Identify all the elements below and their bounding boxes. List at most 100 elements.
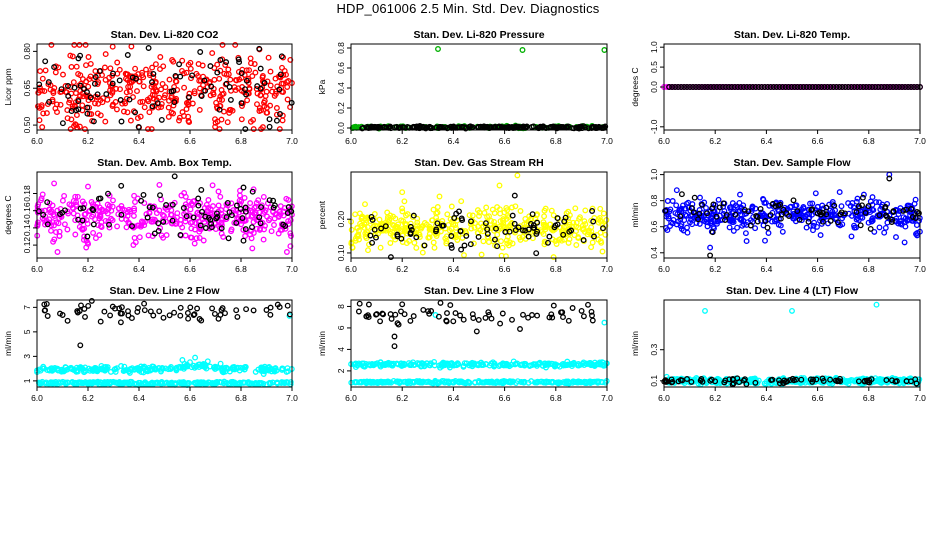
data-point bbox=[857, 84, 864, 90]
data-point bbox=[875, 84, 882, 90]
data-point bbox=[853, 198, 860, 205]
data-point bbox=[127, 88, 133, 95]
data-point bbox=[156, 308, 163, 315]
y-tick-label: 5 bbox=[22, 329, 32, 334]
data-point bbox=[85, 183, 91, 190]
data-point bbox=[600, 210, 607, 217]
data-point bbox=[411, 239, 418, 246]
panel-4-plot-frame bbox=[36, 171, 293, 259]
y-tick-label: 8 bbox=[336, 304, 346, 309]
data-point bbox=[168, 220, 175, 227]
data-point bbox=[223, 59, 230, 66]
data-point bbox=[108, 215, 115, 222]
data-point bbox=[699, 84, 705, 90]
data-point bbox=[39, 191, 46, 198]
panel-3-ylabel: degrees C bbox=[630, 67, 640, 106]
data-point bbox=[836, 189, 843, 196]
data-point bbox=[899, 84, 906, 90]
data-point bbox=[812, 84, 819, 90]
panel-7-series-lower-band bbox=[36, 378, 294, 389]
data-point bbox=[163, 202, 170, 208]
data-point bbox=[278, 53, 285, 60]
data-point bbox=[126, 96, 133, 103]
data-point bbox=[250, 307, 257, 314]
data-point bbox=[678, 191, 685, 198]
data-point bbox=[250, 126, 257, 133]
data-point bbox=[199, 208, 205, 215]
data-point bbox=[601, 47, 608, 53]
data-point bbox=[603, 217, 610, 223]
panel-8-plot-frame bbox=[350, 299, 608, 388]
data-point bbox=[224, 119, 231, 126]
data-point bbox=[169, 217, 176, 224]
data-point bbox=[150, 70, 157, 77]
data-point bbox=[276, 86, 283, 93]
data-point bbox=[280, 212, 287, 219]
panel-6: Stan. Dev. Sample Flow 6.0 6.2 6.4 6.6 6.8 7.0… bbox=[630, 157, 926, 274]
data-point bbox=[815, 84, 822, 90]
data-point bbox=[211, 76, 218, 83]
data-point bbox=[203, 201, 210, 208]
panel-9-title: Stan. Dev. Line 4 (LT) Flow bbox=[726, 285, 859, 297]
data-point bbox=[107, 65, 114, 72]
data-point bbox=[271, 222, 277, 228]
x-tick-label: 6.6 bbox=[812, 136, 824, 146]
data-point bbox=[89, 206, 96, 213]
data-point bbox=[743, 238, 750, 245]
data-point bbox=[118, 203, 125, 209]
data-point bbox=[475, 316, 482, 323]
data-point bbox=[118, 211, 125, 218]
data-point bbox=[38, 197, 44, 204]
data-point bbox=[767, 84, 774, 90]
data-point bbox=[227, 76, 234, 83]
data-point bbox=[52, 69, 59, 76]
data-point bbox=[243, 77, 250, 84]
x-tick-label: 6.0 bbox=[31, 264, 43, 274]
data-point bbox=[94, 200, 101, 207]
data-point bbox=[177, 73, 184, 80]
data-point bbox=[75, 55, 82, 62]
data-point bbox=[260, 193, 267, 200]
data-point bbox=[98, 224, 105, 231]
data-point bbox=[84, 110, 91, 117]
data-point bbox=[541, 213, 548, 220]
data-point bbox=[36, 117, 43, 124]
data-point bbox=[229, 107, 236, 114]
data-point bbox=[213, 99, 220, 106]
data-point bbox=[58, 86, 65, 93]
data-point bbox=[476, 213, 482, 219]
data-point bbox=[66, 99, 73, 106]
y-tick-label: 0.0 bbox=[649, 81, 659, 93]
data-point bbox=[126, 206, 132, 213]
x-tick-label: 7.0 bbox=[286, 264, 298, 274]
data-point bbox=[285, 204, 292, 211]
data-point bbox=[256, 214, 263, 221]
data-point bbox=[746, 84, 753, 90]
data-point bbox=[277, 111, 283, 117]
data-point bbox=[162, 92, 168, 99]
data-point bbox=[387, 240, 394, 246]
data-point bbox=[678, 84, 685, 90]
data-point bbox=[110, 197, 116, 204]
data-point bbox=[872, 84, 879, 90]
data-point bbox=[171, 99, 178, 106]
data-point bbox=[869, 84, 876, 90]
panel-4-ylabel: degrees C bbox=[3, 195, 13, 234]
data-point bbox=[150, 312, 157, 319]
x-tick-label: 6.4 bbox=[447, 264, 459, 274]
data-point bbox=[158, 86, 165, 93]
panel-4-points bbox=[34, 173, 295, 255]
data-point bbox=[81, 86, 88, 93]
data-point bbox=[478, 251, 485, 258]
data-point bbox=[75, 98, 82, 105]
panel-6-ylabel: ml/min bbox=[630, 202, 640, 227]
data-point bbox=[200, 237, 207, 244]
data-point bbox=[195, 195, 202, 202]
data-point bbox=[40, 110, 47, 117]
data-point bbox=[240, 237, 247, 244]
data-point bbox=[263, 109, 270, 116]
data-point bbox=[573, 219, 580, 226]
data-point bbox=[481, 209, 488, 216]
data-point bbox=[181, 84, 188, 91]
x-tick-label: 6.0 bbox=[658, 136, 670, 146]
